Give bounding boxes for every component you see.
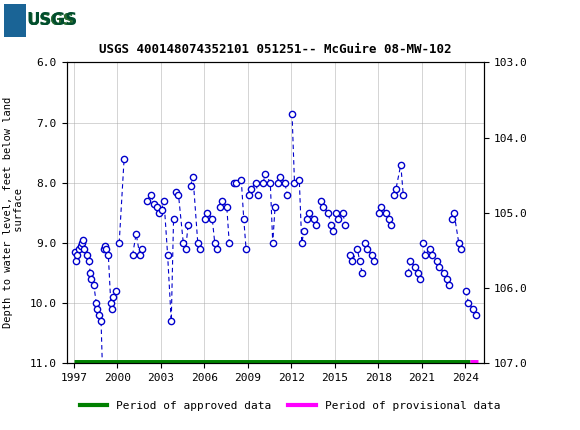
- Legend: Period of approved data, Period of provisional data: Period of approved data, Period of provi…: [75, 397, 505, 416]
- Bar: [3, 3, 70, 37]
- Text: USGS: USGS: [28, 13, 75, 28]
- Y-axis label: Depth to water level, feet below land
 surface: Depth to water level, feet below land su…: [3, 97, 24, 329]
- Text: USGS: USGS: [28, 13, 75, 28]
- Text: USGS: USGS: [26, 12, 77, 29]
- Bar: [4, 4, 26, 37]
- Title: USGS 400148074352101 051251-- McGuire 08-MW-102: USGS 400148074352101 051251-- McGuire 08…: [99, 43, 452, 55]
